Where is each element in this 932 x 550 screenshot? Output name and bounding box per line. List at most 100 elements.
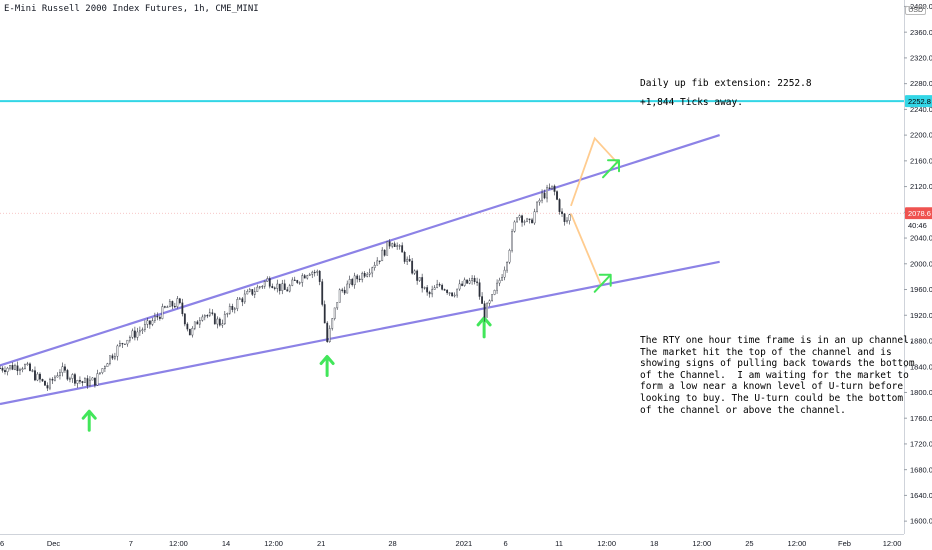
candle-body	[526, 218, 528, 222]
candle-body	[428, 291, 431, 295]
up-arrow	[81, 409, 97, 432]
price-axis-bg	[904, 0, 932, 550]
candle-body	[416, 270, 419, 281]
candle-body	[423, 287, 426, 289]
candle-body	[131, 330, 134, 338]
candle-body	[521, 215, 523, 223]
candle-body	[39, 373, 41, 380]
time-tick-label: 28	[388, 539, 396, 548]
candle-body	[353, 275, 356, 286]
candle-body	[288, 285, 291, 292]
candle-body	[181, 302, 184, 315]
time-tick-label: 12:00	[597, 539, 616, 548]
candle-body	[361, 272, 364, 280]
currency-badge[interactable]: USD	[905, 6, 926, 15]
candle-body	[378, 260, 381, 262]
candle-body	[266, 278, 269, 282]
candle-body	[44, 380, 46, 386]
candle-body	[501, 277, 503, 281]
candle-body	[198, 320, 201, 325]
channel-lower-line	[0, 260, 720, 406]
candle-body	[0, 367, 1, 370]
candle-body	[406, 258, 409, 262]
candle-body	[516, 217, 518, 223]
candle-body	[64, 366, 66, 371]
price-tick-label: 2160.0	[910, 156, 932, 165]
candle-body	[256, 286, 259, 292]
candle-body	[36, 373, 39, 381]
arrow-shaft	[593, 274, 611, 293]
candle-body	[343, 289, 346, 294]
candle-body	[318, 270, 321, 282]
candle-body	[136, 331, 139, 338]
candle-body	[436, 284, 439, 288]
candle-body	[19, 369, 21, 371]
candle-body	[24, 364, 26, 369]
candle-body	[196, 321, 199, 325]
time-axis[interactable]: 26 Dec 7 12:00 14 12:00 21 28 2021 6 11 12:00 18 12:0…	[0, 534, 904, 549]
candle-body	[4, 370, 6, 373]
candle-body	[536, 201, 538, 212]
price-tick-label: 1920.0	[910, 311, 932, 320]
candle-body	[148, 320, 151, 325]
price-tick-label: 1840.0	[910, 362, 932, 371]
candle-body	[121, 343, 124, 345]
candle-body	[391, 243, 394, 247]
candle-body	[94, 377, 96, 386]
time-tick-label: 6	[503, 539, 507, 548]
last-price-badge-bg	[905, 207, 932, 220]
candle-body	[296, 280, 299, 283]
time-tick-label: 12:00	[264, 539, 283, 548]
arrow-shaft	[602, 160, 620, 179]
last-price-badge: 2078.6	[908, 209, 931, 218]
symbol-title: E-Mini Russell 2000 Index Futures, 1h, C…	[4, 4, 259, 14]
candle-body	[29, 363, 31, 371]
candle-body	[161, 306, 164, 319]
candle-body	[451, 292, 454, 297]
candle-body	[326, 322, 329, 343]
candle-body	[248, 289, 251, 292]
arrow-head	[607, 159, 621, 173]
candle-body	[398, 245, 401, 247]
price-tick-label: 2200.0	[910, 131, 932, 140]
candle-body	[31, 370, 34, 372]
candle-body	[6, 367, 9, 373]
analysis-note: The RTY one hour time frame is in an up …	[640, 335, 915, 416]
candle-body	[74, 374, 76, 384]
candle-body	[21, 368, 24, 370]
candle-body	[556, 191, 558, 200]
price-axis[interactable]: 1600.0 1640.0 1680.0 1720.0 1760.0 1800.0 1840…	[904, 0, 932, 550]
candle-body	[543, 192, 546, 199]
candle-body	[54, 376, 56, 381]
candle-body	[426, 287, 429, 293]
ticks-away-label: +1,844 Ticks away.	[640, 97, 743, 108]
candle-body	[351, 279, 354, 286]
candle-body	[503, 269, 506, 278]
candle-body	[1, 367, 4, 371]
candle-body	[546, 187, 548, 199]
time-tick-label: 26	[0, 539, 4, 548]
price-tick-label: 1600.0	[910, 517, 932, 526]
candle-body	[528, 218, 531, 220]
candle-body	[303, 275, 306, 279]
time-tick-label: 18	[650, 539, 658, 548]
candle-body	[293, 279, 296, 281]
candle-body	[476, 281, 478, 283]
candle-body	[493, 290, 496, 295]
candle-body	[96, 373, 99, 386]
candle-body	[431, 289, 434, 295]
candle-body	[16, 365, 19, 371]
candle-body	[104, 366, 106, 369]
candle-body	[84, 378, 86, 383]
candle-body	[298, 282, 301, 284]
candle-body	[441, 284, 444, 290]
candle-body	[393, 243, 396, 247]
candle-body	[461, 283, 464, 286]
fib-extension-label: Daily up fib extension: 2252.8	[640, 78, 812, 89]
candle-body	[371, 267, 374, 274]
candle-body	[201, 316, 204, 321]
time-tick-label: 12:00	[692, 539, 711, 548]
up-arrow	[476, 316, 492, 339]
candle-body	[346, 283, 349, 294]
